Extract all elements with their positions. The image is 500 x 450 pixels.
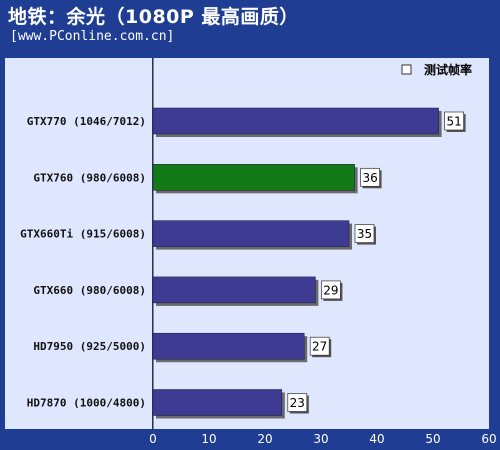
category-label: HD7950 (925/5000) [33, 340, 146, 353]
value-label: 23 [290, 396, 305, 410]
category-label: GTX660 (980/6008) [33, 284, 146, 297]
legend-swatch [401, 64, 412, 75]
x-tick-label: 60 [481, 432, 496, 446]
x-tick-label: 30 [313, 432, 328, 446]
category-label: GTX760 (980/6008) [33, 171, 146, 184]
legend-label: 测试帧率 [424, 62, 472, 77]
value-label: 35 [357, 227, 372, 241]
chart-title: 地铁：余光（1080P 最高画质） [8, 6, 299, 28]
bar [152, 220, 350, 247]
x-tick-label: 10 [201, 432, 216, 446]
x-tick-label: 50 [425, 432, 440, 446]
value-label-bg [354, 224, 375, 243]
value-label-bg [360, 167, 380, 187]
x-tick-label: 20 [257, 432, 272, 446]
value-label-bg [287, 393, 308, 412]
category-label: GTX660Ti (915/6008) [20, 228, 146, 241]
value-label: 36 [362, 171, 377, 185]
value-label-bg [309, 336, 330, 356]
bar [152, 107, 439, 135]
bar [152, 332, 305, 360]
chart-subtitle: [www.PConline.com.cn] [10, 29, 175, 44]
bar [152, 389, 283, 416]
category-label: GTX770 (1046/7012) [27, 115, 146, 128]
value-label-bg [321, 280, 341, 300]
bar [152, 276, 316, 304]
x-tick-label: 0 [149, 432, 157, 446]
value-label: 29 [323, 283, 338, 297]
bar [152, 164, 355, 191]
category-label-panel [5, 58, 152, 429]
value-label: 27 [312, 340, 327, 354]
value-label: 51 [446, 115, 461, 129]
value-label-bg [444, 111, 464, 131]
x-tick-label: 40 [369, 432, 384, 446]
category-label: HD7870 (1000/4800) [27, 397, 146, 410]
